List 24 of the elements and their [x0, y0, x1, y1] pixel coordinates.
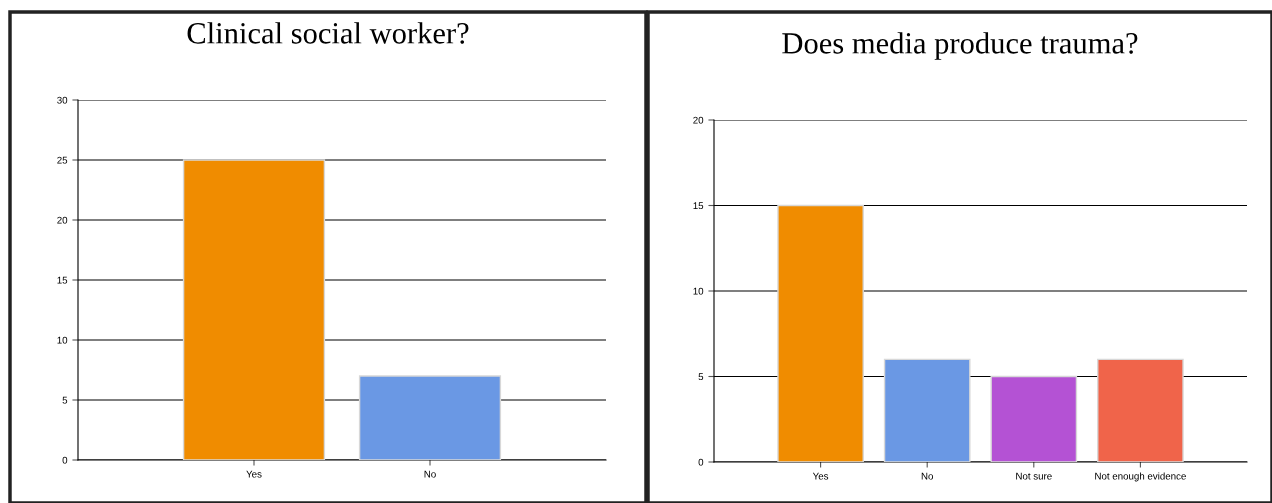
y-tick-label: 10: [57, 336, 68, 344]
bar: [777, 204, 864, 462]
y-tick-label: 15: [57, 276, 68, 284]
y-tick-label: 5: [62, 396, 68, 404]
y-tick-label: 0: [62, 456, 68, 464]
x-tick-label: Not sure: [1016, 472, 1052, 480]
y-tick-label: 0: [698, 458, 704, 466]
y-tick-label: 5: [698, 373, 704, 381]
x-tick-label: No: [921, 472, 934, 480]
bar: [990, 375, 1078, 462]
y-tick-label: 15: [693, 202, 704, 210]
x-tick-label: Yes: [812, 472, 829, 480]
chart-title: Clinical social worker?: [187, 22, 469, 44]
x-tick-label: Not enough evidence: [1095, 472, 1186, 482]
x-tick-label: Yes: [246, 470, 262, 478]
bar: [883, 358, 971, 462]
y-tick-label: 10: [693, 287, 704, 295]
bar: [1097, 358, 1184, 462]
y-tick-label: 20: [693, 116, 704, 124]
y-tick-label: 20: [57, 216, 68, 224]
chart-title: Does media produce trauma?: [782, 32, 1138, 60]
y-tick-label: 30: [57, 96, 68, 104]
y-tick-label: 25: [57, 156, 68, 164]
x-tick-label: No: [424, 470, 436, 478]
